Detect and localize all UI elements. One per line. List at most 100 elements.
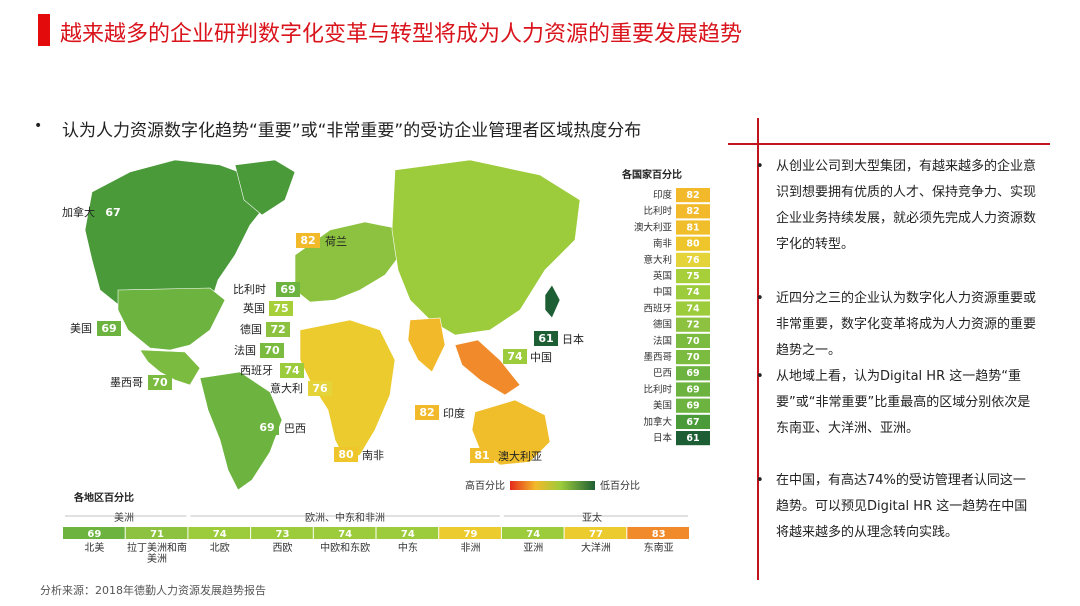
map-label-name: 西班牙 bbox=[240, 364, 273, 377]
map-label-value: 70 bbox=[152, 376, 168, 389]
country-value-bar bbox=[676, 317, 710, 332]
map-label-swatch bbox=[101, 205, 125, 220]
country-name: 比利时 bbox=[643, 383, 672, 395]
country-value-bar bbox=[676, 431, 710, 446]
landmass-usa bbox=[117, 287, 226, 351]
map-label-value: 69 bbox=[101, 322, 116, 335]
region-group-apac: 亚太 bbox=[582, 511, 602, 524]
country-value-bar bbox=[676, 382, 710, 397]
map-label-swatch bbox=[308, 381, 332, 396]
region-bar bbox=[188, 527, 251, 539]
region-value: 79 bbox=[464, 529, 478, 540]
legend-high-label: 低百分比 bbox=[600, 479, 640, 492]
map-label-japan: 61 日本 bbox=[534, 331, 584, 346]
map-label-name: 德国 bbox=[240, 322, 262, 336]
country-table: 印度 82 比利时 82 澳大利亚 81 南非 80 意大利 76 英国 75 中国 74 西班牙 74 德国 7… bbox=[634, 188, 710, 446]
region-name: 大洋洲 bbox=[581, 541, 611, 554]
country-value-bar bbox=[676, 333, 710, 348]
country-value-bar bbox=[676, 414, 710, 429]
region-bar bbox=[627, 527, 689, 539]
country-value-bar bbox=[676, 188, 710, 203]
country-row: 意大利 76 bbox=[643, 252, 710, 267]
region-value: 74 bbox=[526, 529, 540, 540]
map-label-value: 74 bbox=[507, 350, 523, 363]
map-label-swatch bbox=[266, 322, 290, 337]
map-label-swatch bbox=[280, 363, 304, 378]
map-label-france: 法国 70 bbox=[234, 343, 284, 358]
region-value: 73 bbox=[275, 529, 289, 540]
region-name: 北美 bbox=[84, 541, 104, 554]
country-value: 67 bbox=[686, 417, 699, 428]
map-label-value: 74 bbox=[284, 364, 300, 377]
country-name: 日本 bbox=[653, 432, 673, 444]
country-row: 澳大利亚 81 bbox=[634, 220, 710, 235]
region-name: 拉丁美洲和南 bbox=[127, 541, 187, 554]
landmass-india bbox=[407, 317, 446, 373]
landmass-southeast-asia bbox=[454, 339, 521, 396]
region-value: 77 bbox=[589, 529, 603, 540]
map-label-china: 74 中国 bbox=[503, 349, 552, 364]
region-value: 74 bbox=[213, 529, 227, 540]
map-label-name: 印度 bbox=[443, 406, 465, 420]
bullet-item-1: • 从创业公司到大型集团，有越来越多的企业意识到想要拥有优质的人才、保持竞争力、… bbox=[756, 154, 1038, 258]
map-label-south-africa: 80 南非 bbox=[334, 447, 384, 462]
bullet-dot: • bbox=[756, 473, 764, 488]
page-title: 越来越多的企业研判数字化变革与转型将成为人力资源的重要发展趋势 bbox=[60, 22, 743, 47]
country-value: 82 bbox=[686, 206, 699, 217]
region-name: 东南亚 bbox=[644, 541, 674, 554]
region-name: 亚洲 bbox=[523, 542, 543, 554]
bullet-dot: • bbox=[756, 291, 764, 306]
country-name: 墨西哥 bbox=[643, 352, 672, 363]
map-label-name: 法国 bbox=[234, 343, 256, 357]
country-value: 69 bbox=[686, 401, 699, 412]
map-label-canada: 加拿大 67 bbox=[62, 205, 125, 220]
region-value: 83 bbox=[652, 529, 666, 540]
country-name: 法国 bbox=[653, 335, 672, 347]
country-value-bar bbox=[676, 252, 710, 267]
map-label-australia: 81 澳大利亚 bbox=[470, 448, 542, 463]
country-value: 75 bbox=[686, 271, 699, 282]
country-value: 80 bbox=[686, 239, 700, 250]
map-label-swatch bbox=[148, 375, 172, 390]
country-row: 南非 80 bbox=[653, 236, 710, 251]
country-name: 南非 bbox=[653, 238, 673, 250]
region-value: 74 bbox=[338, 529, 352, 540]
country-value-bar bbox=[676, 236, 710, 251]
region-name: 北欧 bbox=[210, 542, 230, 554]
map-label-value: 82 bbox=[300, 234, 315, 247]
region-name: 中东 bbox=[398, 541, 418, 554]
world-map bbox=[84, 159, 581, 491]
landmass-greenland bbox=[234, 159, 296, 216]
region-group-emea: 欧洲、中东和非洲 bbox=[305, 511, 385, 524]
map-label-value: 61 bbox=[538, 332, 553, 345]
map-label-name: 澳大利亚 bbox=[498, 449, 542, 463]
bullet-text: 从创业公司到大型集团，有越来越多的企业意识到想要拥有优质的人才、保持竞争力、实现… bbox=[776, 159, 1037, 252]
country-row: 中国 74 bbox=[653, 285, 710, 300]
country-value-bar bbox=[676, 350, 710, 365]
country-value: 74 bbox=[686, 287, 700, 298]
country-row: 比利时 69 bbox=[643, 382, 710, 397]
region-group-label: 美洲 bbox=[114, 511, 134, 524]
country-name: 意大利 bbox=[643, 254, 672, 266]
country-row: 墨西哥 70 bbox=[643, 350, 710, 365]
country-value: 69 bbox=[686, 384, 699, 395]
region-name: 西欧 bbox=[272, 542, 292, 554]
map-label-swatch bbox=[97, 321, 121, 336]
region-bar-chart: 69北美71拉丁美洲和南美洲74北欧73西欧74中欧和东欧74中东79非洲74亚… bbox=[63, 515, 689, 565]
chart-subtitle: 认为人力资源数字化趋势“重要”或“非常重要”的受访企业管理者区域热度分布 bbox=[62, 121, 642, 141]
country-name: 印度 bbox=[653, 189, 673, 201]
map-label-name: 墨西哥 bbox=[110, 376, 143, 389]
region-group-label: 亚太 bbox=[582, 511, 602, 524]
map-label-swatch bbox=[534, 331, 558, 346]
country-value-bar bbox=[676, 366, 710, 381]
map-label-name: 英国 bbox=[243, 301, 265, 315]
divider-vertical bbox=[757, 118, 759, 580]
map-label-netherlands: 82 荷兰 bbox=[296, 233, 347, 248]
region-value: 69 bbox=[87, 529, 101, 540]
country-row: 西班牙 74 bbox=[643, 301, 710, 316]
country-row: 法国 70 bbox=[653, 333, 710, 348]
subtitle-bullet: • bbox=[34, 118, 43, 134]
country-value: 72 bbox=[686, 320, 699, 331]
map-label-name: 中国 bbox=[530, 351, 552, 364]
